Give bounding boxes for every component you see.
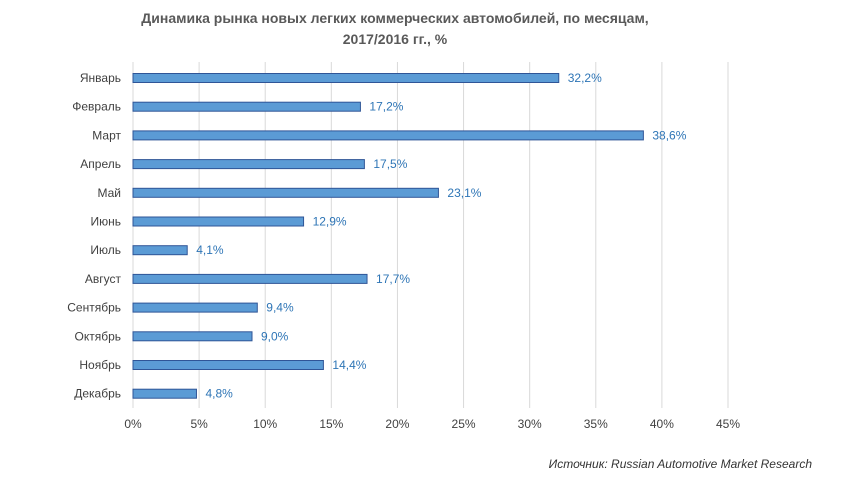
- category-label: Апрель: [80, 157, 121, 171]
- x-tick-label: 5%: [190, 417, 208, 431]
- bar: [132, 331, 253, 342]
- data-label: 17,2%: [369, 100, 403, 114]
- x-axis-tick-labels: 0% 5% 10% 15% 20% 25% 30% 35% 40% 45%: [124, 417, 740, 431]
- category-label: Март: [92, 128, 121, 142]
- category-label: Июнь: [90, 215, 121, 229]
- x-tick-label: 20%: [385, 417, 409, 431]
- data-label: 12,9%: [313, 215, 347, 229]
- category-label: Май: [97, 186, 121, 200]
- chart-title-line-1: Динамика рынка новых легких коммерческих…: [141, 10, 649, 26]
- bar: [132, 273, 368, 284]
- bar: [132, 216, 305, 227]
- chart-title: Динамика рынка новых легких коммерческих…: [0, 8, 790, 50]
- source-note: Источник: Russian Automotive Market Rese…: [548, 457, 812, 471]
- category-label: Август: [85, 272, 122, 286]
- category-label: Декабрь: [74, 387, 121, 401]
- category-label: Февраль: [72, 100, 121, 114]
- bar: [132, 187, 439, 198]
- category-label: Сентябрь: [67, 301, 121, 315]
- x-tick-label: 40%: [650, 417, 674, 431]
- category-label: Июль: [90, 243, 121, 257]
- chart-title-line-2: 2017/2016 гг., %: [342, 31, 448, 47]
- data-label: 17,7%: [376, 272, 410, 286]
- data-label: 14,4%: [332, 358, 366, 372]
- bar: [132, 360, 324, 370]
- x-tick-label: 30%: [518, 417, 542, 431]
- data-labels: 32,2% 17,2% 38,6% 17,5% 23,1% 12,9% 4,1% 17,7% 9…: [196, 71, 687, 401]
- data-label: 4,1%: [196, 243, 224, 257]
- data-label: 32,2%: [568, 71, 602, 85]
- x-tick-label: 10%: [253, 417, 277, 431]
- gridlines: [132, 62, 729, 408]
- data-label: 9,4%: [266, 301, 294, 315]
- data-label: 17,5%: [373, 157, 407, 171]
- bar: [132, 159, 365, 170]
- bar: [132, 73, 560, 83]
- x-tick-label: 15%: [319, 417, 343, 431]
- bar: [132, 302, 258, 313]
- x-tick-label: 25%: [452, 417, 476, 431]
- bar: [132, 245, 188, 256]
- x-tick-label: 0%: [124, 417, 142, 431]
- bars: [132, 73, 644, 399]
- data-label: 4,8%: [205, 387, 233, 401]
- category-label: Январь: [80, 71, 121, 85]
- x-tick-label: 35%: [584, 417, 608, 431]
- x-tick-label: 45%: [716, 417, 740, 431]
- bar: [132, 101, 361, 112]
- data-label: 23,1%: [447, 186, 481, 200]
- data-label: 9,0%: [261, 329, 289, 343]
- data-label: 38,6%: [652, 128, 686, 142]
- category-label: Ноябрь: [79, 358, 121, 372]
- bar: [132, 130, 644, 141]
- category-labels: Январь Февраль Март Апрель Май Июнь Июль Август…: [67, 71, 121, 401]
- bar: [132, 388, 197, 399]
- category-label: Октябрь: [74, 329, 121, 343]
